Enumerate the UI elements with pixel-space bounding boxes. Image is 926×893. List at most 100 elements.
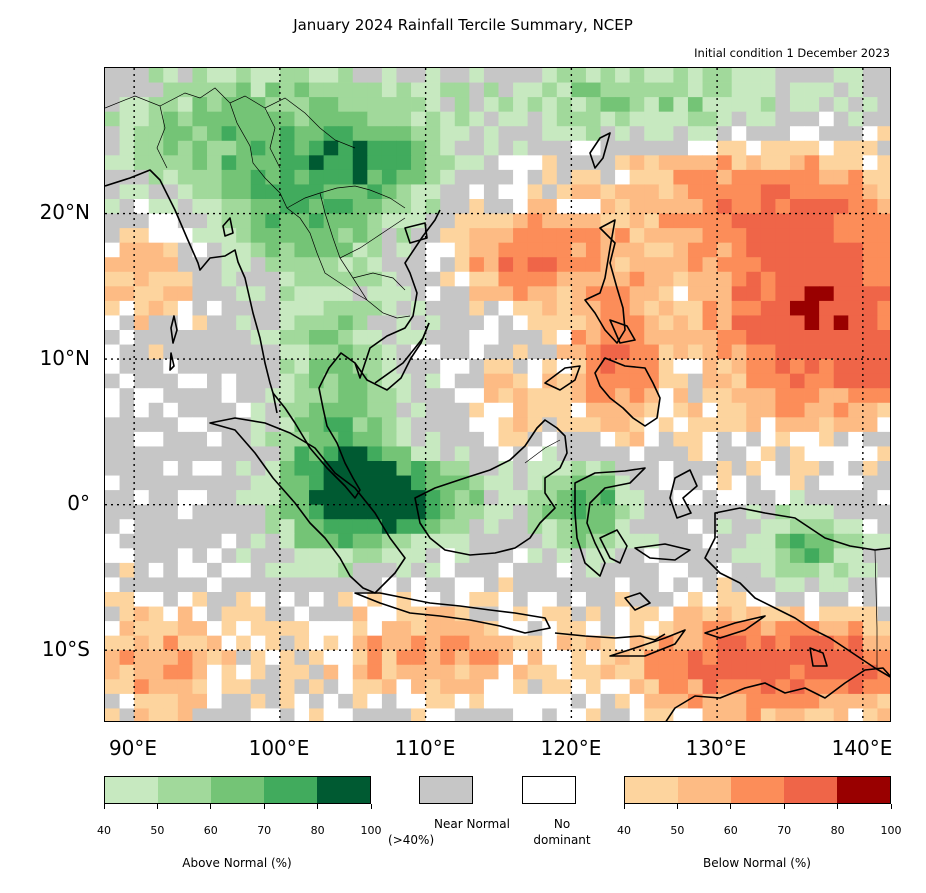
grid-cell <box>483 184 499 200</box>
grid-cell <box>163 213 179 229</box>
grid-cell <box>527 271 543 287</box>
grid-cell <box>207 97 222 113</box>
grid-cell <box>396 330 412 345</box>
grid-cell <box>877 286 890 302</box>
grid-cell <box>585 431 601 447</box>
grid-cell <box>658 679 674 695</box>
grid-cell <box>789 373 805 389</box>
grid-cell <box>119 169 135 185</box>
near-normal-caption: Near Normal (>40%) <box>388 816 510 848</box>
grid-cell <box>629 228 645 244</box>
grid-cell <box>411 533 427 549</box>
grid-cell <box>877 679 890 695</box>
grid-cell <box>469 169 485 185</box>
grid-cell <box>105 533 120 549</box>
grid-cell <box>585 228 601 244</box>
grid-cell <box>338 679 354 695</box>
grid-cell <box>309 199 325 214</box>
grid-cell <box>396 504 412 520</box>
grid-cell <box>207 228 222 244</box>
grid-cell <box>848 315 864 331</box>
grid-cell <box>323 315 339 331</box>
grid-cell <box>294 693 310 709</box>
grid-cell <box>207 606 222 622</box>
grid-cell <box>163 490 179 506</box>
grid-cell <box>804 402 820 418</box>
grid-cell <box>309 140 325 156</box>
grid-cell <box>542 315 558 331</box>
grid-cell <box>294 300 310 316</box>
grid-cell <box>323 577 339 593</box>
grid-cell <box>294 650 310 666</box>
grid-cell <box>279 562 295 578</box>
grid-cell <box>279 475 295 491</box>
grid-cell <box>542 140 558 156</box>
grid-cell <box>207 111 222 127</box>
grid-cell <box>236 271 252 287</box>
grid-cell <box>542 271 558 287</box>
grid-cell <box>105 417 120 433</box>
grid-cell <box>760 693 776 709</box>
grid-cell <box>629 388 645 404</box>
grid-cell <box>848 286 864 302</box>
grid-cell <box>294 169 310 185</box>
grid-cell <box>556 635 572 651</box>
grid-cell <box>425 257 441 273</box>
grid-cell <box>396 635 412 651</box>
grid-cell <box>381 68 397 83</box>
grid-cell <box>673 199 689 214</box>
grid-cell <box>294 359 310 375</box>
grid-cell <box>352 475 368 491</box>
grid-cell <box>134 475 150 491</box>
grid-cell <box>134 213 150 229</box>
grid-cell <box>585 490 601 506</box>
grid-cell <box>279 155 295 171</box>
grid-cell <box>294 708 310 721</box>
grid-cell <box>323 82 339 98</box>
grid-cell <box>177 388 193 404</box>
grid-cell <box>236 330 252 345</box>
grid-cell <box>644 155 660 171</box>
grid-cell <box>789 228 805 244</box>
grid-cell <box>833 446 849 462</box>
grid-cell <box>789 446 805 462</box>
grid-cell <box>177 548 193 564</box>
grid-cell <box>862 446 878 462</box>
grid-cell <box>105 169 120 185</box>
grid-cell <box>687 504 703 520</box>
grid-cell <box>775 199 791 214</box>
grid-cell <box>775 431 791 447</box>
grid-cell <box>760 504 776 520</box>
grid-cell <box>483 417 499 433</box>
grid-cell <box>556 431 572 447</box>
grid-cell <box>338 490 354 506</box>
grid-cell <box>673 650 689 666</box>
grid-cell <box>294 242 310 258</box>
grid-cell <box>265 635 281 651</box>
grid-cell <box>848 373 864 389</box>
grid-cell <box>323 155 339 171</box>
grid-cell <box>163 388 179 404</box>
grid-cell <box>483 315 499 331</box>
grid-cell <box>250 606 266 622</box>
map-title: January 2024 Rainfall Tercile Summary, N… <box>293 16 633 34</box>
grid-cell <box>454 461 470 476</box>
grid-cell <box>775 111 791 127</box>
grid-cell <box>629 155 645 171</box>
grid-cell <box>819 199 835 214</box>
grid-cell <box>644 475 660 491</box>
grid-cell <box>119 111 135 127</box>
grid-cell <box>600 169 616 185</box>
grid-cell <box>687 431 703 447</box>
above-tick-50 <box>156 804 158 809</box>
grid-cell <box>309 635 325 651</box>
grid-cell <box>294 548 310 564</box>
grid-cell <box>483 431 499 447</box>
grid-cell <box>192 621 208 637</box>
grid-cell <box>717 184 733 200</box>
grid-cell <box>279 242 295 258</box>
grid-cell <box>673 344 689 360</box>
grid-cell <box>425 155 441 171</box>
grid-cell <box>775 388 791 404</box>
grid-cell <box>702 300 718 316</box>
